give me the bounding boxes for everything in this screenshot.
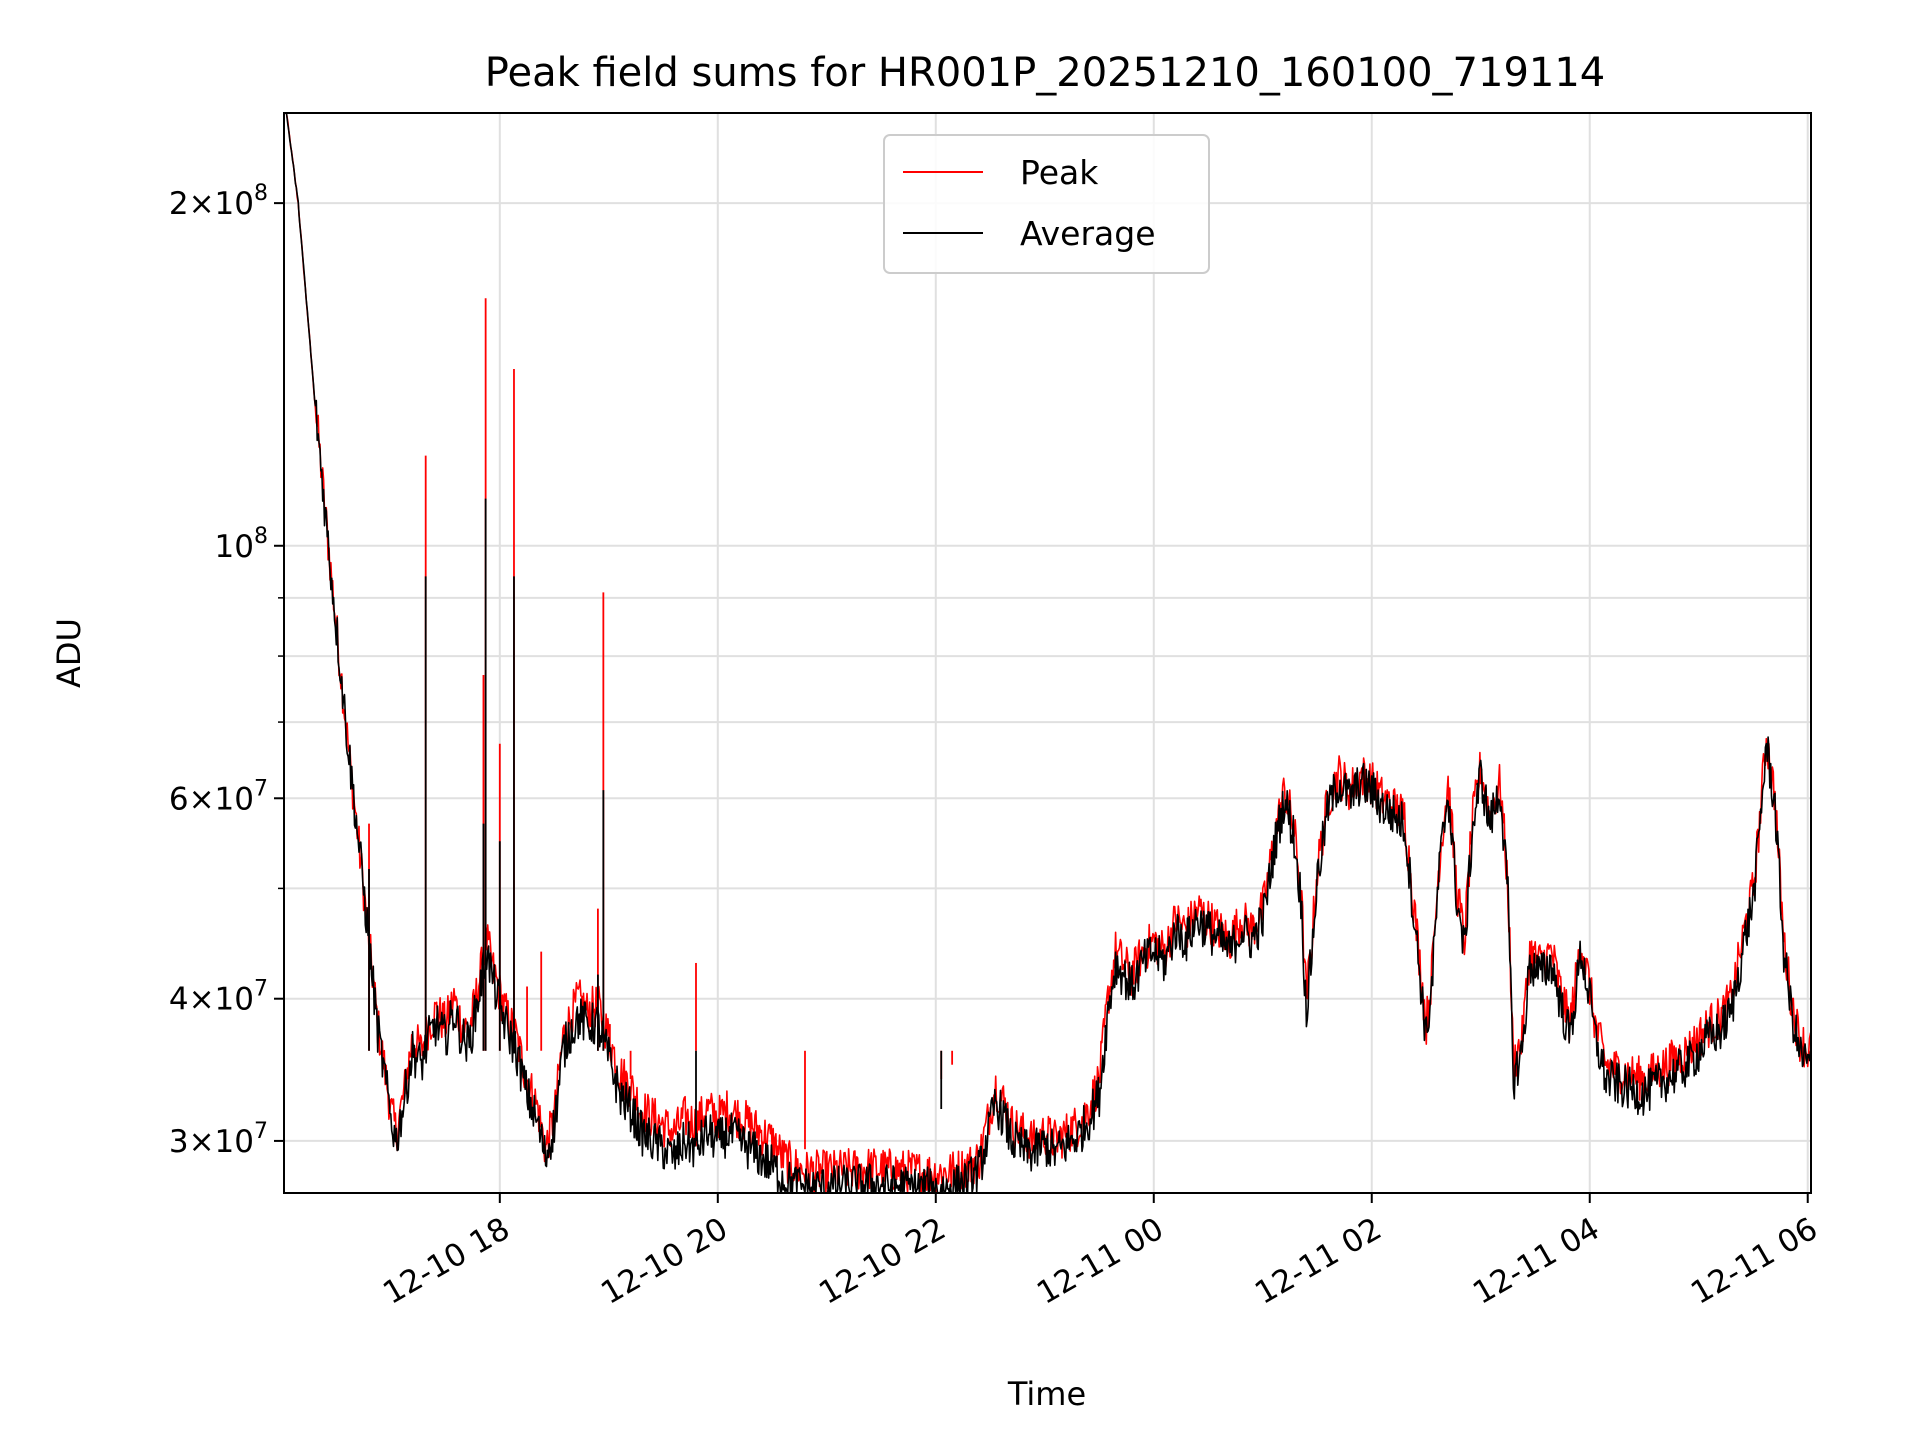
y-tick-label-2: 6×107 <box>169 776 268 817</box>
legend-average-label: Average <box>1020 214 1156 253</box>
series-average <box>285 113 1811 1193</box>
x-tick-label-4: 12-11 02 <box>1249 1211 1388 1312</box>
x-axis-ticks: 12-10 18 12-10 20 12-10 22 12-11 00 12-11 02… <box>377 1193 1824 1312</box>
y-tick-label-4: 2×108 <box>169 181 268 222</box>
y-tick-label-1: 4×107 <box>169 977 268 1018</box>
chart-title: Peak field sums for HR001P_20251210_1601… <box>485 50 1605 96</box>
legend-peak-label: Peak <box>1020 153 1099 192</box>
x-tick-label-5: 12-11 04 <box>1467 1211 1606 1312</box>
x-tick-label-0: 12-10 18 <box>377 1211 516 1312</box>
y-tick-label-0: 3×107 <box>169 1119 268 1160</box>
line-average <box>285 113 1811 1193</box>
x-axis-label: Time <box>1007 1375 1086 1413</box>
legend-box <box>883 134 1210 274</box>
y-axis-label: ADU <box>50 618 88 688</box>
legend[interactable]: Peak Average <box>883 134 1210 274</box>
x-tick-label-3: 12-11 00 <box>1031 1211 1170 1312</box>
plot-frame <box>283 112 1812 1194</box>
x-tick-label-2: 12-10 22 <box>813 1211 952 1312</box>
y-axis-ticks: 3×107 4×107 6×107 108 2×108 <box>169 181 284 1160</box>
series <box>285 113 1811 1193</box>
x-tick-label-1: 12-10 20 <box>595 1211 734 1312</box>
x-tick-label-6: 12-11 06 <box>1685 1211 1824 1312</box>
y-tick-label-3: 108 <box>215 524 268 565</box>
